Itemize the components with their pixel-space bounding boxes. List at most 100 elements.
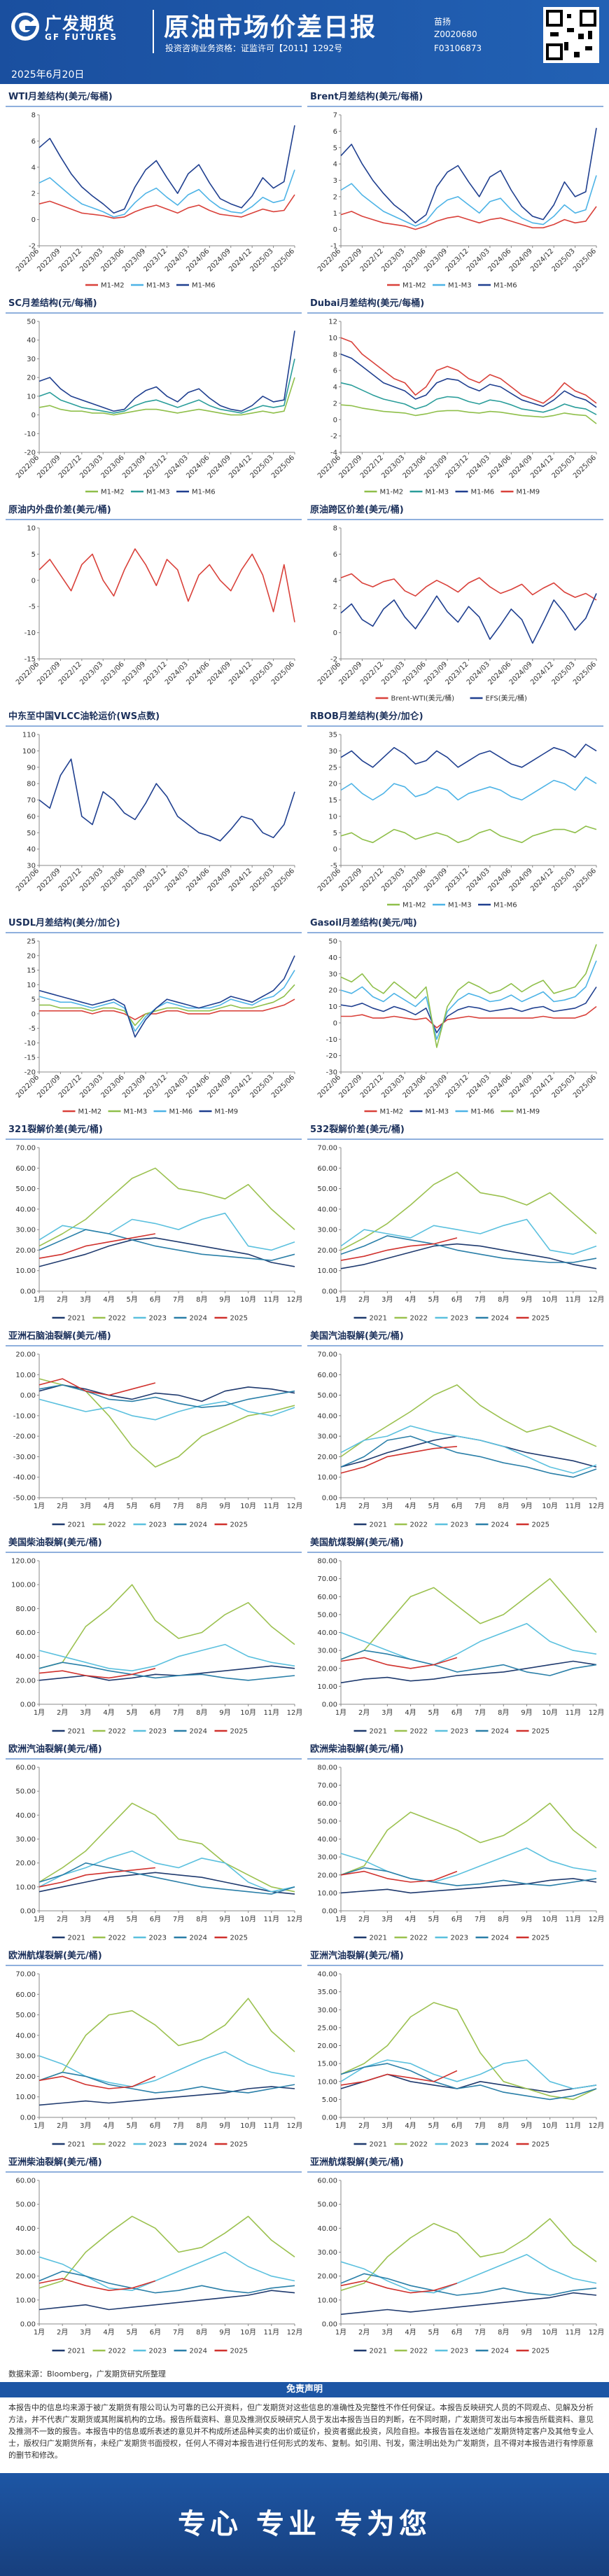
y-tick-label: 20.00 bbox=[317, 2273, 337, 2281]
x-tick-label: 10月 bbox=[240, 1502, 256, 1510]
legend-label: M1-M2 bbox=[101, 282, 125, 290]
x-tick-label: 6月 bbox=[150, 1708, 161, 1717]
x-tick-label: 10月 bbox=[542, 1295, 558, 1304]
y-tick-label: 20.00 bbox=[15, 1247, 36, 1255]
data-line bbox=[38, 1167, 295, 1247]
chart-title: USDL月差结构(美分/加仑) bbox=[8, 917, 120, 928]
x-tick-label: 11月 bbox=[565, 1295, 581, 1304]
y-tick-label: 30.00 bbox=[317, 1854, 337, 1862]
y-tick-label: 0.00 bbox=[20, 2115, 36, 2122]
x-tick-label: 3月 bbox=[382, 1708, 393, 1717]
y-tick-label: 2 bbox=[333, 604, 337, 611]
y-tick-label: 0.00 bbox=[322, 1495, 337, 1503]
y-tick-label: 60.00 bbox=[317, 1372, 337, 1379]
chart-title: RBOB月差结构(美分/加仑) bbox=[310, 711, 424, 722]
data-line bbox=[340, 744, 597, 768]
chart-panel: 美国汽油裂解(美元/桶) 0.00 10.00 20.00 30.00 40.00 50.0… bbox=[307, 1330, 604, 1529]
y-tick-label: 90 bbox=[27, 764, 36, 772]
data-line bbox=[38, 2215, 295, 2289]
y-tick-label: 0 bbox=[31, 577, 36, 585]
y-tick-label: 20.00 bbox=[15, 1351, 36, 1359]
y-tick-label: -50.00 bbox=[13, 1495, 36, 1503]
x-tick-label: 8月 bbox=[498, 1708, 509, 1717]
data-line bbox=[340, 2273, 597, 2296]
x-tick-label: 4月 bbox=[103, 1502, 114, 1510]
y-tick-label: 30 bbox=[328, 970, 337, 978]
data-line bbox=[340, 1235, 597, 1263]
y-tick-label: 6 bbox=[31, 138, 36, 146]
legend-label: 2025 bbox=[230, 1522, 248, 1529]
y-tick-label: 50.00 bbox=[15, 1185, 36, 1193]
y-tick-label: 110 bbox=[22, 732, 36, 739]
x-tick-label: 8月 bbox=[498, 1915, 509, 1923]
legend-label: M1-M3 bbox=[124, 1108, 148, 1116]
y-tick-label: 30.00 bbox=[15, 2249, 36, 2257]
data-line bbox=[340, 777, 597, 801]
chart-panel: Gasoil月差结构(美元/吨)-30-20-10010203040502022… bbox=[307, 917, 603, 1116]
x-tick-label: 11月 bbox=[263, 1915, 279, 1923]
legend-label: EFS(美元/桶) bbox=[486, 694, 528, 703]
y-tick-label: 20 bbox=[328, 781, 337, 788]
y-tick-label: 10 bbox=[328, 335, 337, 342]
y-tick-label: -10 bbox=[24, 431, 36, 438]
data-line bbox=[340, 1218, 597, 1255]
x-tick-label: 12月 bbox=[287, 2122, 303, 2130]
data-line bbox=[38, 1665, 295, 1681]
y-tick-label: 0.00 bbox=[322, 1908, 337, 1916]
data-line bbox=[38, 1398, 295, 1421]
data-line bbox=[340, 944, 597, 1048]
chart-title: 亚洲石脑油裂解(美元/桶) bbox=[8, 1330, 111, 1342]
legend-label: 2021 bbox=[68, 1522, 85, 1529]
x-tick-label: 8月 bbox=[196, 1295, 207, 1304]
x-tick-label: 2月 bbox=[358, 2122, 370, 2130]
y-tick-label: 0 bbox=[31, 1010, 36, 1018]
x-tick-label: 4月 bbox=[103, 2122, 114, 2130]
y-tick-label: 35 bbox=[328, 732, 337, 739]
x-tick-label: 9月 bbox=[521, 2122, 532, 2130]
x-tick-label: 12月 bbox=[589, 2122, 605, 2130]
x-tick-label: 11月 bbox=[565, 1915, 581, 1923]
data-line bbox=[38, 330, 295, 412]
x-tick-label: 3月 bbox=[80, 2328, 91, 2337]
legend-label: M1-M3 bbox=[448, 902, 472, 910]
data-line bbox=[38, 2051, 295, 2087]
y-tick-label: 10.00 bbox=[317, 1474, 337, 1482]
x-tick-label: 4月 bbox=[405, 1502, 416, 1510]
x-tick-label: 1月 bbox=[335, 1295, 346, 1304]
chart-title: 亚洲航煤裂解(美元/桶) bbox=[310, 2157, 404, 2168]
y-tick-label: 70 bbox=[27, 797, 36, 805]
chart-title: 中东至中国VLCC油轮运价(WS点数) bbox=[8, 711, 160, 722]
legend-label: 2023 bbox=[149, 2348, 167, 2355]
report-title: 原油市场价差日报 bbox=[164, 13, 377, 42]
legend-label: 2021 bbox=[370, 1935, 387, 1942]
x-tick-label: 12月 bbox=[287, 1295, 303, 1304]
x-tick-label: 2月 bbox=[358, 1708, 370, 1717]
y-tick-label: 0 bbox=[333, 226, 337, 234]
chart-title: 原油跨区价差(美元/桶) bbox=[310, 504, 404, 515]
chart-panel: 亚洲柴油裂解(美元/桶) 0.00 10.00 20.00 30.00 40.00 50.0… bbox=[6, 2157, 302, 2355]
chart-title: 美国航煤裂解(美元/桶) bbox=[310, 1537, 404, 1548]
x-tick-label: 10月 bbox=[542, 1502, 558, 1510]
x-tick-label: 1月 bbox=[335, 1915, 346, 1923]
x-tick-label: 7月 bbox=[173, 1502, 184, 1510]
y-tick-label: 40.00 bbox=[15, 1812, 36, 1820]
footer-slogan: 专心 专业 专为您 bbox=[0, 2473, 609, 2576]
y-tick-label: 50.00 bbox=[15, 1788, 36, 1796]
x-tick-label: 7月 bbox=[173, 1915, 184, 1923]
x-tick-label: 10月 bbox=[240, 2328, 256, 2337]
y-tick-label: 10 bbox=[328, 1003, 337, 1011]
x-tick-label: 2025/06 bbox=[270, 1073, 296, 1099]
data-line bbox=[340, 1237, 458, 1261]
data-line bbox=[341, 1005, 597, 1029]
legend-label: 2025 bbox=[532, 1728, 550, 1736]
data-line bbox=[340, 1384, 597, 1458]
report-date: 2025年6月20日 bbox=[11, 69, 85, 81]
y-tick-label: 12 bbox=[328, 319, 337, 326]
x-tick-label: 5月 bbox=[428, 1708, 440, 1717]
y-tick-label: -15 bbox=[24, 656, 36, 664]
legend-label: M1-M2 bbox=[402, 902, 426, 910]
data-line bbox=[340, 1660, 597, 1684]
x-tick-label: 3月 bbox=[382, 1915, 393, 1923]
y-tick-label: 15.00 bbox=[317, 2061, 337, 2068]
legend-label: M1-M9 bbox=[215, 1108, 239, 1116]
